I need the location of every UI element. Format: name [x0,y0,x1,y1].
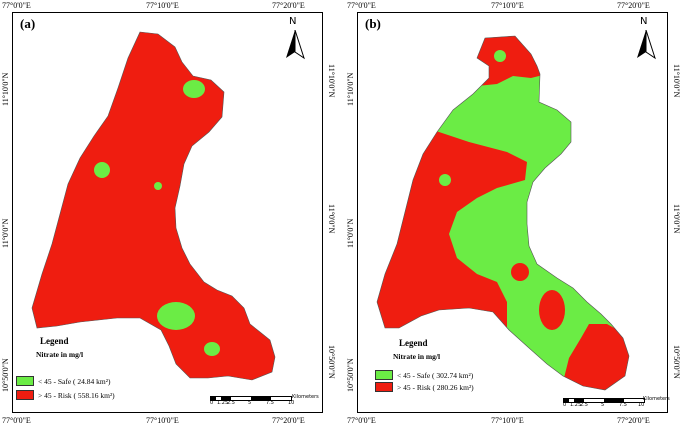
scale-tick: 5 [601,402,605,408]
left-mid-coord: 11°0'0"N [346,218,355,248]
panel-tag: (a) [20,16,36,31]
bottom-mid-coord: 77°10'0"E [491,416,524,425]
nitrate-map-b [376,35,630,391]
legend-risk-label: > 45 - Risk ( 558.16 km²) [38,390,115,400]
right-mid-coord: 11°0'0"N [672,204,681,234]
right-top-coord: 11°10'0"N [672,64,681,98]
scale-tick: 5 [248,400,252,406]
scale-bar: 0 1.25 2.5 5 7.5 10 Kilometers [563,396,670,409]
risk-swatch [375,382,393,392]
north-arrow-icon [286,30,305,60]
legend: Legend Nitrate in mg/l < 45 - Safe ( 24.… [14,336,214,406]
bottom-left-coord: 77°0'0"E [2,416,31,425]
legend-safe-label: < 45 - Safe ( 302.74 km²) [397,370,474,380]
top-mid-coord: 77°10'0"E [491,1,524,10]
map-panel-a: 77°0'0"E 77°10'0"E 77°20'0"E 77°0'0"E 77… [0,0,340,429]
legend-item-risk: > 45 - Risk ( 558.16 km²) [16,390,115,400]
safe-zone [157,302,195,330]
top-right-coord: 77°20'0"E [617,1,650,10]
right-bottom-coord: 10°50'0"N [672,345,681,379]
legend-subtitle: Nitrate in mg/l [393,352,441,361]
north-arrow: N [635,16,657,60]
legend-item-safe: < 45 - Safe ( 302.74 km²) [375,370,473,380]
scale-tick: 2.5 [580,402,588,408]
scale-tick: 7.5 [266,400,274,406]
bottom-right-coord: 77°20'0"E [272,416,305,425]
legend-item-safe: < 45 - Safe ( 24.84 km²) [16,376,111,386]
safe-zone [154,182,162,190]
legend-risk-label: > 45 - Risk ( 280.26 km²) [397,382,474,392]
scale-unit: Kilometers [292,394,319,400]
scale-tick: 1.25 [570,402,582,408]
legend-title: Legend [399,338,428,348]
left-bottom-coord: 10°50'0"N [1,358,10,392]
north-arrow: N [284,16,306,60]
safe-zone [183,80,205,98]
scale-bar: 0 1.25 2.5 5 7.5 10 Kilometers [210,394,319,407]
top-left-coord: 77°0'0"E [347,1,376,10]
risk-zone [511,263,529,281]
scale-tick: 10 [288,400,295,406]
panel-tag: (b) [365,16,381,31]
legend-subtitle: Nitrate in mg/l [36,350,84,359]
legend-title: Legend [40,336,69,346]
risk-zone [539,290,565,330]
legend-safe-label: < 45 - Safe ( 24.84 km²) [38,376,111,386]
safe-zone [494,50,506,62]
north-letter: N [640,16,648,27]
north-arrow-icon [637,30,656,60]
left-top-coord: 11°10'0"N [1,72,10,106]
scale-tick: 2.5 [227,400,235,406]
legend: Legend Nitrate in mg/l < 45 - Safe ( 302… [373,338,573,408]
safe-zone [439,174,451,186]
map-panel-b: 77°0'0"E 77°10'0"E 77°20'0"E 77°0'0"E 77… [345,0,685,429]
risk-swatch [16,390,34,400]
top-mid-coord: 77°10'0"E [146,1,179,10]
scale-tick: 1.25 [217,400,229,406]
scale-tick: 10 [638,402,645,408]
safe-swatch [375,370,393,380]
scale-unit: Kilometers [643,396,670,402]
top-right-coord: 77°20'0"E [272,1,305,10]
right-mid-coord: 11°0'0"N [327,204,336,234]
right-bottom-coord: 10°50'0"N [327,345,336,379]
left-bottom-coord: 10°50'0"N [346,358,355,392]
north-letter: N [289,16,297,27]
scale-tick: 0 [210,400,214,406]
safe-zone [204,342,220,356]
safe-zone [94,162,110,178]
bottom-mid-coord: 77°10'0"E [146,416,179,425]
top-left-coord: 77°0'0"E [2,1,31,10]
nitrate-map-a [31,31,276,381]
bottom-left-coord: 77°0'0"E [347,416,376,425]
scale-tick: 7.5 [619,402,627,408]
legend-item-risk: > 45 - Risk ( 280.26 km²) [375,382,474,392]
scale-tick: 0 [563,402,567,408]
safe-swatch [16,376,34,386]
bottom-right-coord: 77°20'0"E [617,416,650,425]
left-mid-coord: 11°0'0"N [1,218,10,248]
left-top-coord: 11°10'0"N [346,72,355,106]
risk-zone [31,31,276,381]
right-top-coord: 11°10'0"N [327,64,336,98]
